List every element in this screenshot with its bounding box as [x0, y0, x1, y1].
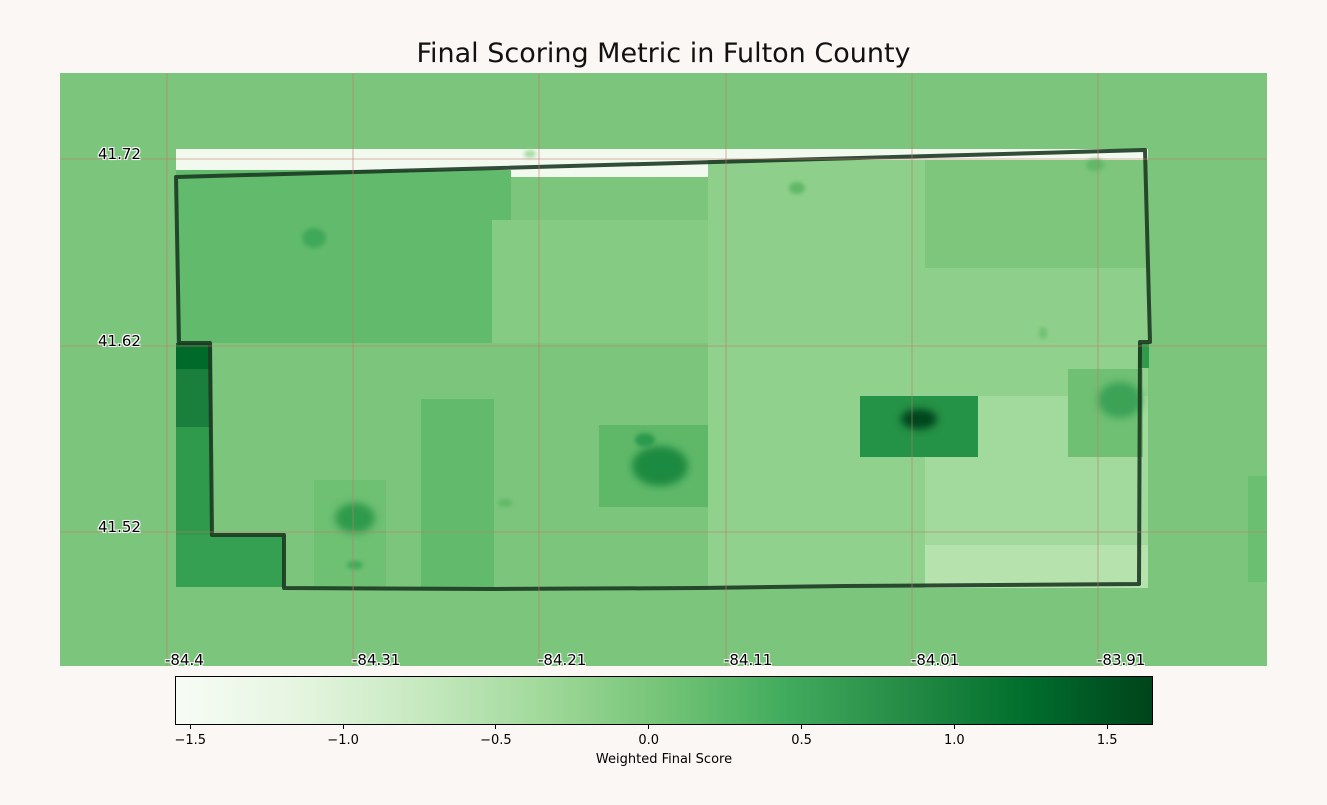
- graticule: [60, 73, 1267, 666]
- colorbar-tick-label: −0.5: [480, 733, 512, 748]
- county-boundary: [174, 148, 1152, 591]
- colorbar-tick-label: 1.5: [1096, 733, 1118, 748]
- lon-label-84-11: -84.11: [724, 651, 773, 669]
- chart-title: Final Scoring Metric in Fulton County: [416, 38, 911, 69]
- colorbar-tick-label: 1.0: [944, 733, 965, 748]
- map-svg: [60, 73, 1267, 666]
- colorbar-tick: [189, 724, 191, 729]
- block-right-edge: [1248, 476, 1267, 582]
- block-north-central-west: [492, 220, 712, 343]
- lon-label-84-31: -84.31: [352, 651, 401, 669]
- colorbar-tick-label: 0.0: [638, 733, 660, 748]
- lon-label-83-91: -83.91: [1097, 651, 1146, 669]
- colorbar-label: Weighted Final Score: [595, 752, 733, 767]
- block-north-east: [925, 160, 1148, 268]
- lat-label-41-62: 41.62: [98, 332, 141, 350]
- block-east-edge: [1138, 343, 1149, 368]
- map-area: [60, 73, 1267, 666]
- block-south-east-corner: [925, 545, 1148, 588]
- block-south-west-mid: [421, 399, 494, 588]
- colorbar-tick-label: −1.5: [174, 733, 207, 748]
- colorbar: [175, 676, 1153, 725]
- town-hotspots: [302, 150, 1142, 569]
- colorbar-tick: [953, 724, 955, 729]
- lon-label-84-4: -84.4: [165, 651, 204, 669]
- colorbar-tick: [648, 724, 650, 729]
- colorbar-tick-label: 0.5: [791, 733, 812, 748]
- block-southwest-strip: [176, 535, 284, 587]
- block-northwest: [176, 170, 511, 343]
- colorbar-tick: [1106, 724, 1108, 729]
- block-town-south: [314, 480, 386, 588]
- colorbar-tick: [801, 724, 803, 729]
- lon-label-84-01: -84.01: [911, 651, 960, 669]
- colorbar-tick-label: −1.0: [327, 733, 359, 748]
- colorbar-tick: [342, 724, 344, 729]
- colorbar-tick: [495, 724, 497, 729]
- lon-label-84-21: -84.21: [538, 651, 587, 669]
- block-west-edge-top: [176, 343, 210, 369]
- lat-label-41-72: 41.72: [98, 145, 141, 163]
- lat-label-41-52: 41.52: [98, 518, 141, 536]
